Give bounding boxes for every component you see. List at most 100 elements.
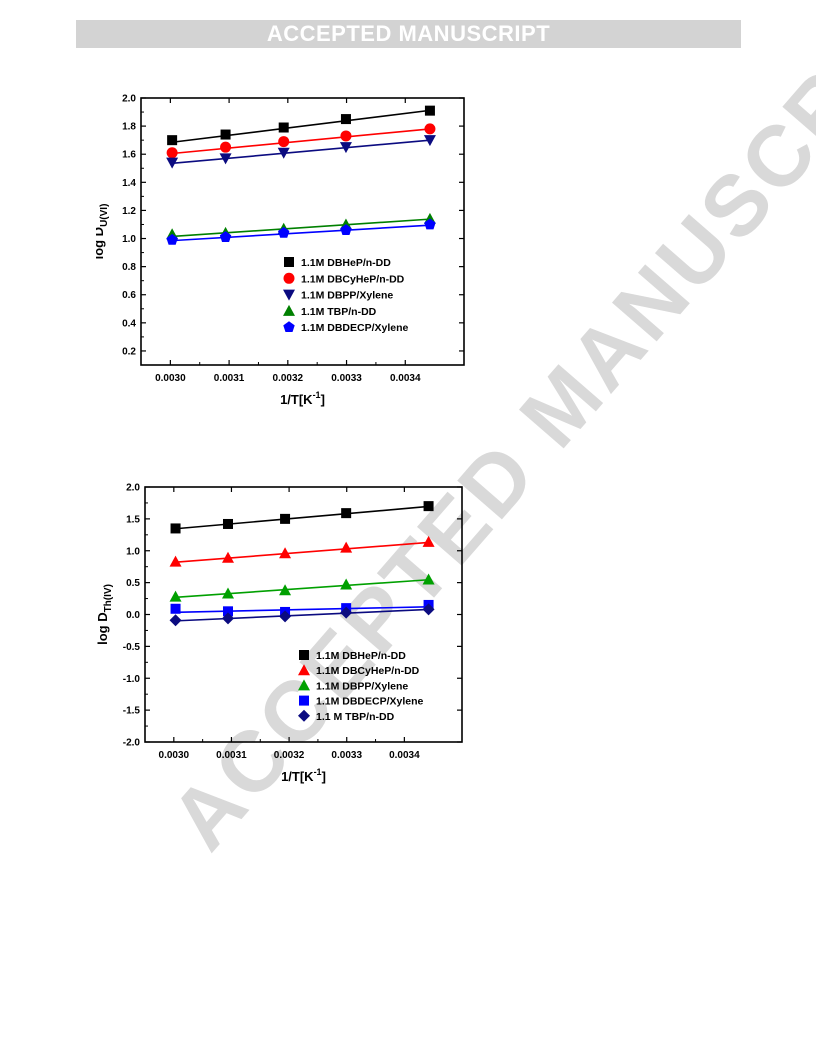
th-data-point xyxy=(222,606,233,617)
u-y-tick-label: 1.2 xyxy=(122,206,136,217)
u-x-tick-label: 0.0033 xyxy=(331,373,362,384)
u-y-tick-label: 1.4 xyxy=(122,178,136,189)
th-legend-label-2: 1.1M DBPP/Xylene xyxy=(316,680,408,692)
th-legend-label-4: 1.1 M TBP/n-DD xyxy=(316,711,395,723)
u-data-point xyxy=(166,233,178,245)
th-fit-line-4 xyxy=(175,608,429,622)
u-y-axis-label: log DU(VI) xyxy=(96,204,110,260)
th-data-point xyxy=(170,603,181,614)
u-legend-marker-0 xyxy=(284,257,294,267)
u-fit-line-2 xyxy=(172,139,431,165)
th-data-point xyxy=(340,578,353,590)
u-data-point xyxy=(166,157,179,169)
th-x-tick-label: 0.0030 xyxy=(159,750,190,761)
th-y-tick-label: -2.0 xyxy=(123,738,141,749)
u-data-point xyxy=(278,122,289,133)
u-y-tick-label: 1.6 xyxy=(122,150,136,161)
th-data-point xyxy=(422,573,435,585)
th-x-tick-label: 0.0031 xyxy=(216,750,247,761)
th-data-point xyxy=(169,614,182,627)
th-y-axis-label: log DTh(IV) xyxy=(96,584,114,645)
th-legend-label-0: 1.1M DBHeP/n-DD xyxy=(316,650,406,662)
u-legend-marker-2 xyxy=(283,289,295,301)
u-x-tick-label: 0.0032 xyxy=(273,373,304,384)
th-data-point xyxy=(170,523,181,534)
u-data-point xyxy=(424,218,436,230)
u-data-point xyxy=(340,224,352,235)
th-legend-marker-1 xyxy=(298,664,310,676)
th-series-4 xyxy=(169,603,435,627)
u-fit-line-3 xyxy=(172,218,430,238)
th-data-point xyxy=(279,547,292,559)
u-legend-marker-4 xyxy=(283,321,295,333)
u-data-point xyxy=(220,129,231,140)
u-legend-label-2: 1.1M DBPP/Xylene xyxy=(301,290,393,302)
u-data-point xyxy=(220,141,232,153)
th-legend-marker-4 xyxy=(298,709,310,722)
u-y-tick-label: 1.8 xyxy=(122,122,136,133)
th-x-axis-label: 1/T[K-1] xyxy=(281,767,326,784)
u-x-axis-label: 1/T[K-1] xyxy=(280,390,325,407)
u-y-tick-label: 0.2 xyxy=(122,346,136,357)
th-y-tick-label: 1.5 xyxy=(126,514,140,525)
th-data-point xyxy=(169,555,182,567)
u-legend-label-4: 1.1M DBDECP/Xylene xyxy=(301,322,409,334)
th-fit-line-0 xyxy=(175,505,429,530)
uranium-distribution-chart: 0.0030 0.0031 0.0032 0.0033 0.0034 0.2 0.4 0.6 0… xyxy=(91,88,468,410)
th-series-0 xyxy=(170,501,434,534)
u-data-point xyxy=(340,130,352,142)
th-data-point xyxy=(279,610,292,623)
u-data-point xyxy=(277,147,290,159)
u-fit-line-0 xyxy=(172,109,431,144)
th-data-point xyxy=(169,590,182,602)
u-legend-label-0: 1.1M DBHeP/n-DD xyxy=(301,257,391,269)
u-data-point xyxy=(424,105,435,116)
th-x-tick-label: 0.0034 xyxy=(389,750,420,761)
u-legend-label-3: 1.1M TBP/n-DD xyxy=(301,306,377,318)
th-x-tick-label: 0.0033 xyxy=(331,750,362,761)
accepted-manuscript-banner: ACCEPTED MANUSCRIPT xyxy=(76,20,741,48)
th-legend-marker-2 xyxy=(298,679,310,691)
th-data-point xyxy=(422,535,435,547)
th-fit-line-1 xyxy=(175,541,429,564)
thorium-distribution-chart: 0.0030 0.0031 0.0032 0.0033 0.0034 -2.0 -1.5 -1… xyxy=(95,476,472,796)
u-y-tick-label: 2.0 xyxy=(122,94,136,105)
u-x-tick-label: 0.0030 xyxy=(155,373,186,384)
u-fit-line-1 xyxy=(172,128,431,155)
u-plot-frame xyxy=(140,97,465,366)
th-y-tick-label: 0.5 xyxy=(126,578,140,589)
th-data-point xyxy=(221,587,234,599)
th-y-tick-label: -0.5 xyxy=(123,642,141,653)
th-data-point xyxy=(422,603,435,616)
u-data-point xyxy=(424,123,436,135)
u-data-point xyxy=(423,135,436,147)
th-y-tick-label: -1.0 xyxy=(123,674,141,685)
u-data-point xyxy=(340,114,351,125)
u-fit-line-4 xyxy=(172,224,430,242)
th-legend-marker-3 xyxy=(299,695,309,706)
th-series-2 xyxy=(169,573,435,602)
u-data-point xyxy=(339,142,352,154)
th-data-point xyxy=(341,508,352,519)
th-data-point xyxy=(340,606,353,619)
u-data-point xyxy=(278,136,290,148)
th-data-point xyxy=(423,501,434,512)
u-legend-label-1: 1.1M DBCyHeP/n-DD xyxy=(301,273,405,285)
u-y-tick-label: 0.4 xyxy=(122,318,136,329)
u-y-tick-label: 0.6 xyxy=(122,290,136,301)
th-data-point xyxy=(340,541,353,553)
thorium-chart-svg: 0.0030 0.0031 0.0032 0.0033 0.0034 -2.0 -1.5 -1… xyxy=(95,483,463,784)
th-data-point xyxy=(279,584,292,596)
u-x-tick-label: 0.0034 xyxy=(390,373,421,384)
th-data-point xyxy=(280,513,291,524)
th-data-point xyxy=(222,518,233,529)
u-data-point xyxy=(219,153,232,165)
th-fit-line-3 xyxy=(175,606,429,614)
u-legend-marker-3 xyxy=(283,304,295,316)
th-legend-marker-0 xyxy=(299,650,309,660)
th-series-1 xyxy=(169,535,435,567)
u-series-0 xyxy=(167,105,435,146)
u-series-3 xyxy=(166,212,436,240)
u-y-tick-label: 1.0 xyxy=(122,234,136,245)
th-legend-label-1: 1.1M DBCyHeP/n-DD xyxy=(316,665,420,677)
